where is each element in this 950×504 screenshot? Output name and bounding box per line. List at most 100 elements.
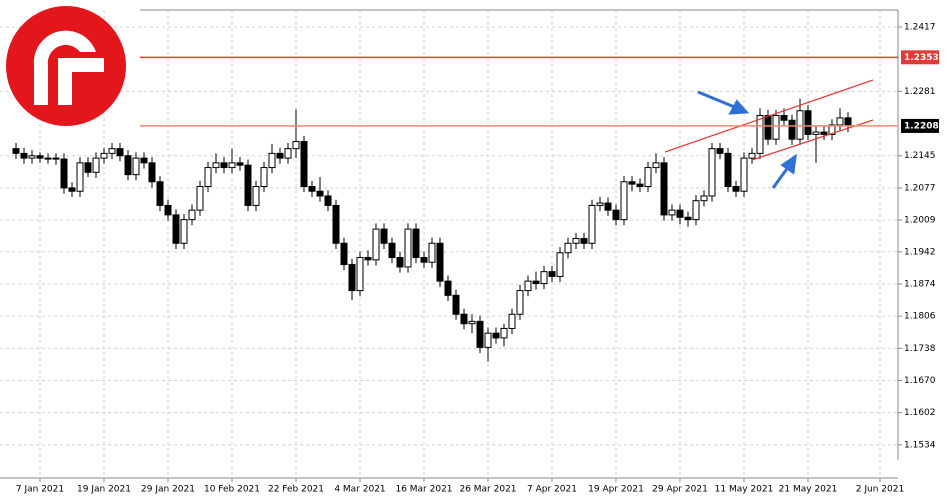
candle-body [836,117,844,126]
candle-body [596,202,604,206]
x-tick-label: 19 Apr 2021 [588,485,644,495]
candle-body [412,228,420,258]
level-label: 1.2353 [904,53,939,63]
candle-body [620,181,628,221]
y-tick-label: 1.1534 [904,440,936,450]
candle-body [532,280,540,285]
candle-body [788,119,796,140]
candle-body [684,216,692,221]
candle-body [372,228,380,261]
candle-body [756,115,764,154]
candle-body [380,228,388,244]
candle-body [452,294,460,315]
y-tick-label: 1.2281 [904,87,936,97]
candle-body [572,238,580,244]
candle-body [388,242,396,258]
candle-body [212,162,220,169]
candle-body [604,202,612,211]
candle-body [652,162,660,169]
candle-body [156,181,164,206]
x-tick-label: 21 May 2021 [779,485,838,495]
candle-body [812,131,820,135]
candle-body [420,256,428,263]
candle-body [508,313,516,329]
candle-body [364,256,372,261]
candle-body [260,167,268,187]
candle-body [316,190,324,197]
candle-body [612,209,620,221]
candle-body [100,152,108,159]
candle-body [548,271,556,277]
candle-body [300,141,308,187]
candle-body [732,185,740,192]
candle-body [332,204,340,244]
x-tick-label: 11 May 2021 [715,485,774,495]
y-tick-label: 1.1806 [904,312,936,322]
candle-body [172,214,180,244]
candle-body [28,155,36,159]
candle-body [780,115,788,121]
candle-body [436,242,444,282]
x-tick-label: 29 Apr 2021 [652,485,708,495]
candle-body [276,152,284,159]
level-label: 1.2208 [904,121,939,131]
candle-body [324,195,332,206]
candle-body [236,162,244,166]
candle-body [444,280,452,296]
candle-body [828,124,836,135]
x-tick-label: 22 Feb 2021 [268,485,324,495]
candle-body [84,162,92,173]
candle-body [668,209,676,216]
candle-body [644,167,652,187]
channel-upper [664,79,874,153]
candle-body [140,157,148,164]
candle-body [204,167,212,187]
arrow-head [780,153,797,175]
candle-body [132,157,140,176]
y-tick-label: 1.1738 [904,344,936,354]
candle-body [164,204,172,216]
candle-body [44,157,52,160]
x-tick-label: 7 Jan 2021 [16,485,64,495]
candle-body [148,162,156,183]
y-tick-label: 1.1602 [904,408,936,418]
y-tick-label: 1.1874 [904,279,936,289]
x-tick-label: 19 Jan 2021 [77,485,131,495]
candle-body [476,320,484,348]
candle-body [796,110,804,140]
x-tick-label: 29 Jan 2021 [141,485,195,495]
candle-body [724,152,732,187]
candle-body [124,155,132,176]
x-tick-label: 2 Jun 2021 [856,485,904,495]
candle-body [404,228,412,268]
x-tick-label: 10 Feb 2021 [204,485,260,495]
candle-body [252,185,260,206]
candle-body [556,252,564,277]
candle-body [492,332,500,339]
candle-body [20,152,28,159]
candle-body [460,313,468,325]
candle-body [52,157,60,160]
candle-body [396,256,404,268]
candle-body [764,115,772,140]
candle-body [748,152,756,159]
logo [6,6,126,126]
candle-body [692,200,700,221]
candle-body [12,148,20,154]
candle-body [468,320,476,325]
candle-body [268,152,276,169]
candle-body [180,219,188,244]
candle-body [108,148,116,154]
candle-body [636,183,644,187]
candle-body [580,238,588,244]
candle-body [484,332,492,348]
candle-body [516,290,524,315]
candle-body [196,185,204,211]
x-tick-label: 26 Mar 2021 [459,485,516,495]
y-tick-label: 1.2417 [904,23,936,33]
candle-body [428,242,436,263]
candle-body [116,148,124,157]
candle-body [564,242,572,254]
candle-body [244,164,252,206]
